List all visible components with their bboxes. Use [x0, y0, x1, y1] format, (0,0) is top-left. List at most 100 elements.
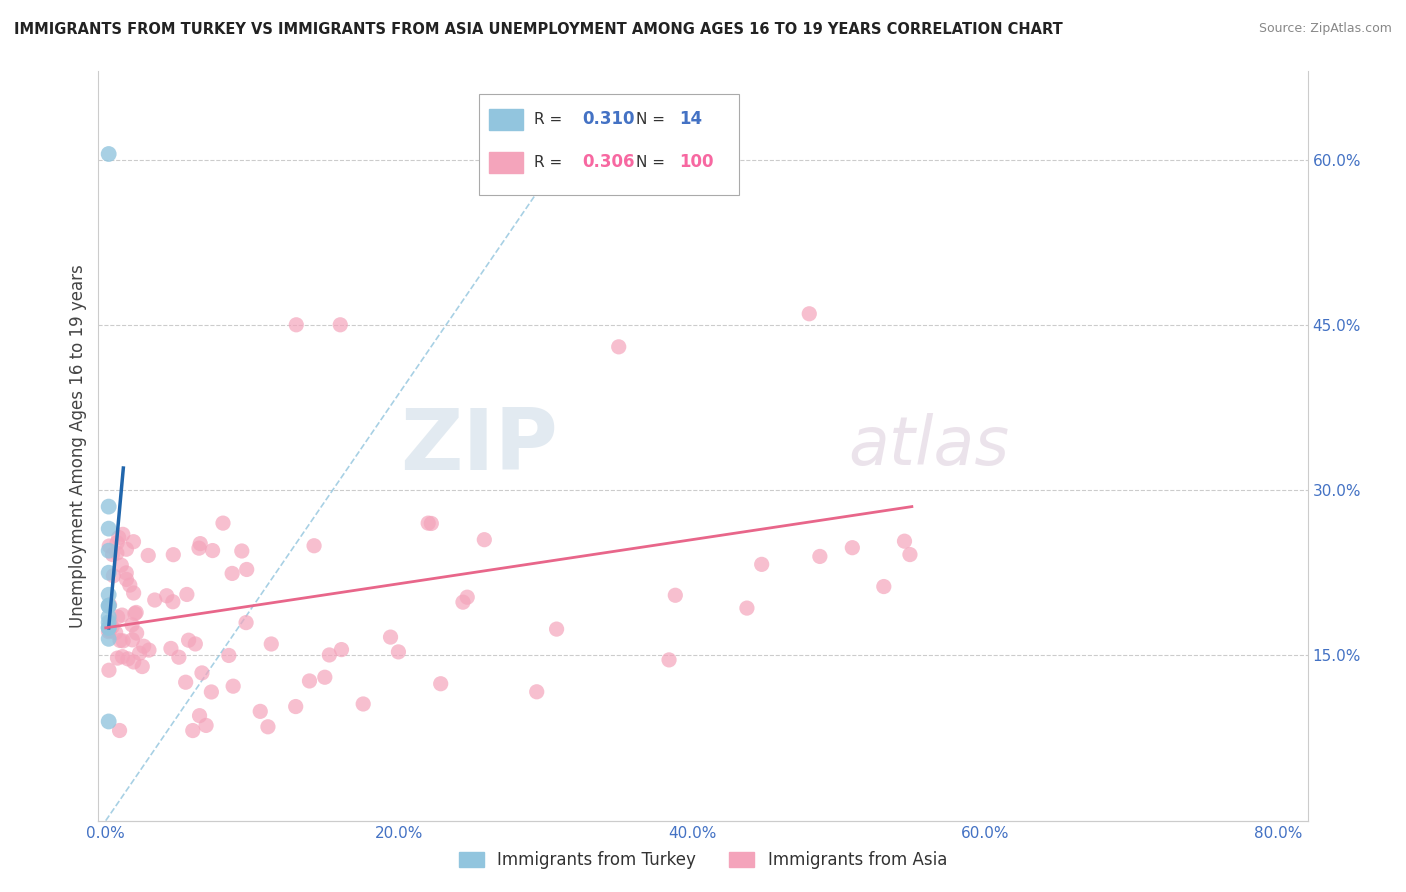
- Text: 100: 100: [679, 153, 713, 171]
- Point: [318, 648, 340, 662]
- Point: [898, 548, 921, 562]
- Point: [191, 665, 214, 680]
- Point: [131, 659, 153, 673]
- Point: [330, 642, 353, 657]
- Point: [249, 704, 271, 718]
- Point: [122, 655, 145, 669]
- Point: [97, 522, 120, 536]
- Y-axis label: Unemployment Among Ages 16 to 19 years: Unemployment Among Ages 16 to 19 years: [69, 264, 87, 628]
- Point: [218, 648, 240, 663]
- Point: [181, 723, 204, 738]
- Point: [105, 546, 128, 560]
- Point: [380, 630, 402, 644]
- Point: [231, 544, 253, 558]
- Text: ZIP: ZIP: [401, 404, 558, 488]
- Point: [143, 593, 166, 607]
- Point: [235, 615, 257, 630]
- Point: [132, 639, 155, 653]
- Point: [97, 621, 120, 635]
- Text: Source: ZipAtlas.com: Source: ZipAtlas.com: [1258, 22, 1392, 36]
- Point: [108, 723, 131, 738]
- Point: [124, 607, 146, 621]
- Point: [664, 588, 686, 602]
- Point: [97, 599, 120, 613]
- Point: [658, 653, 681, 667]
- Point: [302, 539, 325, 553]
- Point: [108, 633, 131, 648]
- Point: [841, 541, 863, 555]
- Point: [285, 318, 308, 332]
- Point: [118, 578, 141, 592]
- Point: [121, 632, 143, 647]
- Point: [222, 679, 245, 693]
- Point: [799, 307, 821, 321]
- Point: [195, 718, 218, 732]
- Point: [97, 588, 120, 602]
- Point: [188, 536, 211, 550]
- Point: [188, 708, 211, 723]
- Point: [201, 543, 224, 558]
- Point: [104, 625, 127, 640]
- Point: [98, 539, 121, 553]
- Point: [97, 147, 120, 161]
- Point: [112, 633, 135, 648]
- Point: [111, 649, 134, 664]
- Point: [314, 670, 336, 684]
- Bar: [489, 152, 523, 172]
- Point: [97, 714, 120, 729]
- Point: [101, 548, 124, 562]
- Point: [607, 340, 630, 354]
- Text: R =: R =: [534, 154, 562, 169]
- Point: [260, 637, 283, 651]
- Point: [107, 610, 129, 624]
- Point: [751, 558, 773, 572]
- Point: [387, 645, 409, 659]
- Point: [160, 641, 183, 656]
- Text: atlas: atlas: [848, 413, 1010, 479]
- Text: 0.306: 0.306: [582, 153, 634, 171]
- Point: [103, 568, 125, 582]
- Point: [735, 601, 758, 615]
- Point: [111, 527, 134, 541]
- Point: [808, 549, 831, 564]
- Point: [184, 637, 207, 651]
- Point: [546, 622, 568, 636]
- Text: 14: 14: [679, 111, 702, 128]
- Point: [105, 535, 128, 549]
- Point: [162, 548, 184, 562]
- Point: [97, 500, 120, 514]
- Point: [98, 615, 121, 629]
- Point: [257, 720, 280, 734]
- Point: [97, 599, 120, 613]
- Point: [188, 541, 211, 556]
- Text: IMMIGRANTS FROM TURKEY VS IMMIGRANTS FROM ASIA UNEMPLOYMENT AMONG AGES 16 TO 19 : IMMIGRANTS FROM TURKEY VS IMMIGRANTS FRO…: [14, 22, 1063, 37]
- Point: [115, 566, 138, 580]
- Point: [284, 699, 307, 714]
- Bar: [489, 109, 523, 130]
- Point: [174, 675, 197, 690]
- Point: [121, 617, 143, 632]
- Point: [418, 516, 440, 530]
- Point: [472, 533, 495, 547]
- Point: [167, 650, 190, 665]
- Point: [97, 663, 120, 677]
- Point: [420, 516, 443, 531]
- Point: [97, 566, 120, 580]
- Point: [111, 608, 134, 623]
- Point: [451, 595, 474, 609]
- Point: [97, 615, 120, 630]
- Point: [117, 652, 139, 666]
- Point: [136, 549, 159, 563]
- Text: N =: N =: [637, 112, 665, 127]
- Point: [97, 621, 120, 635]
- Point: [115, 542, 138, 557]
- Point: [329, 318, 352, 332]
- Text: 0.310: 0.310: [582, 111, 634, 128]
- Point: [200, 685, 222, 699]
- Point: [101, 620, 124, 634]
- Point: [98, 598, 121, 612]
- Point: [429, 677, 451, 691]
- Point: [176, 587, 198, 601]
- Point: [156, 589, 179, 603]
- Point: [97, 609, 120, 624]
